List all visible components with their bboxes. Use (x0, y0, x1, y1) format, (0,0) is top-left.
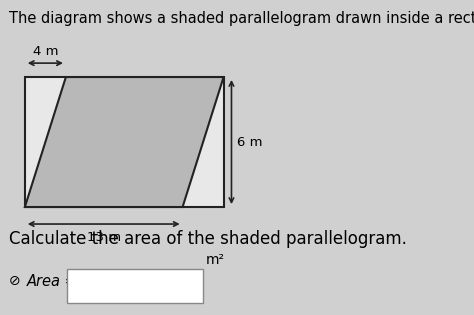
FancyBboxPatch shape (67, 269, 203, 303)
Text: Area =: Area = (27, 274, 77, 289)
Text: Calculate the area of the shaded parallelogram.: Calculate the area of the shaded paralle… (9, 230, 407, 248)
Text: m²: m² (206, 253, 225, 267)
Polygon shape (25, 77, 224, 207)
Text: 4 m: 4 m (33, 44, 58, 58)
Text: ⊘: ⊘ (9, 274, 21, 288)
Text: 6 m: 6 m (237, 135, 263, 149)
Text: 13 m: 13 m (87, 231, 121, 244)
Polygon shape (25, 77, 224, 207)
Text: The diagram shows a shaded parallelogram drawn inside a rectangle.: The diagram shows a shaded parallelogram… (9, 10, 474, 26)
